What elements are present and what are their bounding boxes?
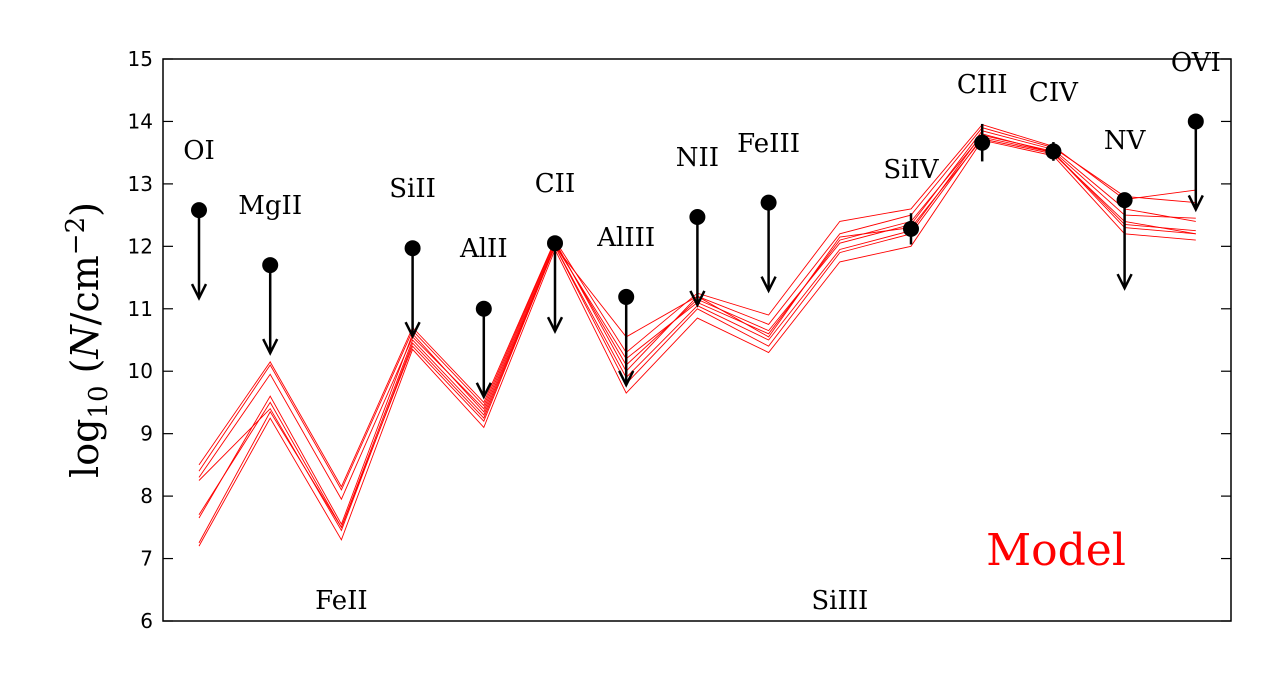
y-axis-label-exponent: −2 <box>61 217 91 255</box>
observation-point <box>760 194 777 211</box>
y-tick-label: 6 <box>140 609 153 633</box>
y-tick-label: 7 <box>140 547 153 571</box>
y-tick-label: 10 <box>128 359 153 383</box>
model-lines <box>198 124 1196 547</box>
y-tick-label: 13 <box>128 172 153 196</box>
ion-label: AlIII <box>596 223 655 253</box>
model-line <box>198 138 1196 491</box>
y-axis-label-close: ) <box>63 202 107 217</box>
y-tick-label: 11 <box>128 297 153 321</box>
upper-limit-arrowhead <box>1116 273 1133 291</box>
observations <box>190 113 1204 400</box>
observation-point <box>689 208 706 225</box>
observation-point <box>1187 113 1204 130</box>
ion-label: SiII <box>389 174 436 204</box>
y-axis-label-open: ( <box>63 359 107 386</box>
ion-label: CIII <box>957 70 1008 100</box>
y-axis-label-variable: N <box>63 324 107 360</box>
y-axis-label-unit: /cm <box>63 255 107 325</box>
model-line <box>198 130 1196 501</box>
ion-label: MgII <box>238 191 302 221</box>
observation-point <box>903 220 919 237</box>
observation-point <box>1045 143 1062 160</box>
y-tick-label: 15 <box>128 47 153 71</box>
ion-label: NII <box>676 143 719 173</box>
observation-point <box>618 288 635 305</box>
ion-label: FeII <box>315 586 368 616</box>
ion-label: OI <box>183 136 215 166</box>
model-line <box>198 134 1196 526</box>
observation-point <box>191 202 207 219</box>
observation-point <box>974 134 991 151</box>
model-line <box>198 136 1196 529</box>
observation-point <box>404 240 421 257</box>
ion-label: CIV <box>1029 78 1079 108</box>
upper-limit-arrowhead <box>190 283 208 301</box>
ion-label: NV <box>1104 126 1147 156</box>
upper-limit-arrowhead <box>618 370 635 388</box>
model-legend-label: Model <box>986 525 1126 576</box>
y-tick-label: 8 <box>140 484 153 508</box>
upper-limit-arrowhead <box>689 290 706 308</box>
plot-frame <box>162 58 1232 622</box>
y-tick-label: 9 <box>140 422 153 446</box>
y-axis-label-prefix: log <box>63 419 107 478</box>
upper-limit-arrowhead <box>404 321 421 340</box>
observation-point <box>1116 192 1133 209</box>
upper-limit-arrowhead <box>546 316 564 335</box>
observation-point <box>547 235 563 252</box>
y-axis-label-subscript: 10 <box>84 385 114 418</box>
y-axis: 6 7 8 9 10 11 12 13 14 15 <box>128 47 1231 633</box>
y-tick-label: 12 <box>128 234 153 258</box>
observation-point <box>475 300 492 317</box>
ion-labels: OI MgII FeII SiII AlII CII AlIII NII FeIII SiIII S… <box>183 48 1221 616</box>
ion-label: SiIV <box>883 155 939 185</box>
ion-label: CII <box>535 169 575 199</box>
ion-label: OVI <box>1171 48 1221 78</box>
y-axis-label: log10 (N/cm−2) <box>61 202 114 478</box>
upper-limit-arrowhead <box>1187 194 1204 213</box>
ion-label: SiIII <box>811 586 868 616</box>
upper-limit-arrowhead <box>760 276 777 294</box>
upper-limit-arrowhead <box>262 338 279 356</box>
model-line <box>198 139 1196 547</box>
ion-label: AlII <box>459 234 508 264</box>
y-tick-label: 14 <box>128 109 153 133</box>
upper-limit-arrowhead <box>475 382 492 400</box>
ion-label: FeIII <box>737 129 800 159</box>
observation-point <box>262 257 279 274</box>
model-line <box>198 127 1196 544</box>
